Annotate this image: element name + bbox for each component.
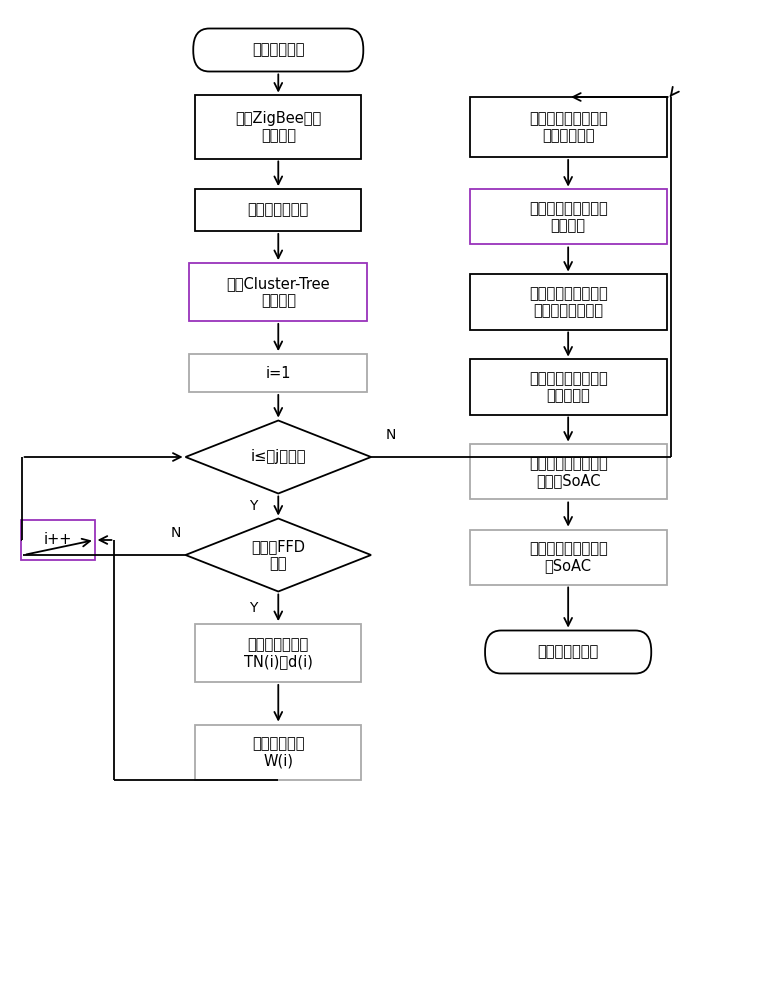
Bar <box>21 520 94 560</box>
Polygon shape <box>186 420 371 493</box>
Text: 协调器节点计算相邻
簇序列SoAC: 协调器节点计算相邻 簇序列SoAC <box>529 456 608 488</box>
Bar <box>195 96 362 158</box>
Text: 簇头向协调器节点发
送邻簇信息: 簇头向协调器节点发 送邻簇信息 <box>529 371 608 403</box>
Text: 计算权值函数
W(i): 计算权值函数 W(i) <box>252 736 305 768</box>
Text: 查询邻居表获得
TN(i)和d(i): 查询邻居表获得 TN(i)和d(i) <box>243 637 313 669</box>
Bar <box>189 354 367 392</box>
Text: N: N <box>170 526 181 540</box>
Text: 形成Cluster-Tree
拓扑结构: 形成Cluster-Tree 拓扑结构 <box>226 276 330 308</box>
Text: 是否为FFD
设备: 是否为FFD 设备 <box>251 539 305 571</box>
Text: 网络初始化完成: 网络初始化完成 <box>537 645 599 660</box>
Bar <box>470 274 666 330</box>
Text: 簇头向簇内节点广播
簇头信息: 簇头向簇内节点广播 簇头信息 <box>529 201 608 233</box>
Text: 开始建立网络: 开始建立网络 <box>252 42 305 57</box>
Text: Y: Y <box>250 499 257 513</box>
Polygon shape <box>186 518 371 591</box>
Bar <box>195 724 362 780</box>
Bar <box>470 444 666 499</box>
Bar <box>470 530 666 584</box>
Text: i=1: i=1 <box>266 365 291 380</box>
Text: i≤簇j节点数: i≤簇j节点数 <box>250 450 306 464</box>
FancyBboxPatch shape <box>485 631 651 674</box>
Text: Y: Y <box>250 601 257 615</box>
Text: 根据ZigBee规范
进行组网: 根据ZigBee规范 进行组网 <box>235 111 322 143</box>
Text: 构建节点邻居表: 构建节点邻居表 <box>247 202 309 218</box>
Text: 协调器节点向全网广
播SoAC: 协调器节点向全网广 播SoAC <box>529 541 608 573</box>
Bar <box>195 189 362 231</box>
Bar <box>195 624 362 682</box>
Bar <box>189 263 367 321</box>
Text: 选取权值函数最小的
节点作为簇头: 选取权值函数最小的 节点作为簇头 <box>529 111 608 143</box>
Bar <box>470 360 666 414</box>
Text: i++: i++ <box>44 532 72 548</box>
FancyBboxPatch shape <box>193 28 363 72</box>
Bar <box>470 189 666 244</box>
Text: 簇内节点向簇头发送
检测到的邻簇信息: 簇内节点向簇头发送 检测到的邻簇信息 <box>529 286 608 318</box>
Text: N: N <box>385 428 396 442</box>
Bar <box>470 97 666 157</box>
